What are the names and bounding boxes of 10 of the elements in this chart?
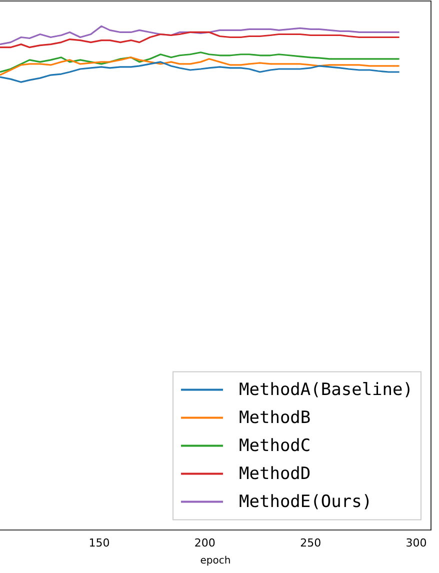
x-tick-label: 250 <box>300 536 322 550</box>
legend-label: MethodC <box>239 436 311 456</box>
legend-label: MethodE(Ours) <box>239 492 372 512</box>
legend-label: MethodB <box>239 408 311 428</box>
legend-label: MethodD <box>239 464 311 484</box>
legend-label: MethodA(Baseline) <box>239 380 414 400</box>
x-tick-label: 300 <box>406 536 427 550</box>
x-tick-label: 150 <box>88 536 110 550</box>
x-tick-label: 200 <box>194 536 216 550</box>
x-axis-title: epoch <box>200 556 231 567</box>
